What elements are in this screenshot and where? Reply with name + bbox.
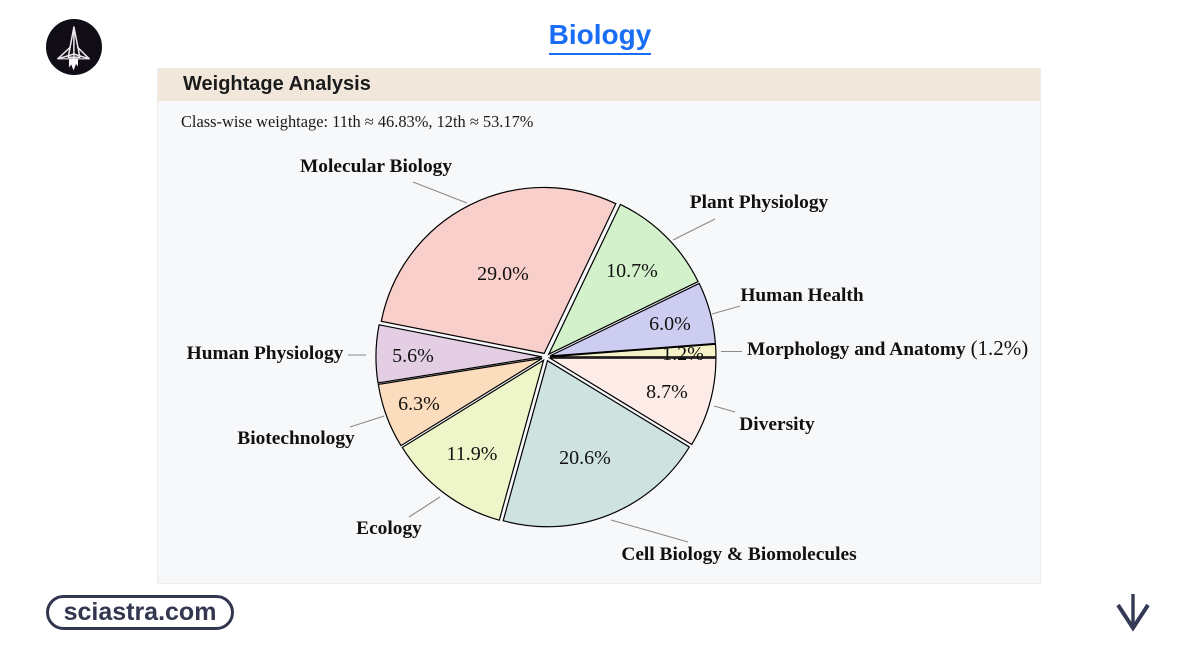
svg-text:Morphology and Anatomy (1.2%): Morphology and Anatomy (1.2%) — [747, 336, 1028, 360]
svg-text:Plant Physiology: Plant Physiology — [690, 192, 829, 213]
svg-text:8.7%: 8.7% — [646, 381, 688, 403]
svg-text:5.6%: 5.6% — [392, 345, 434, 367]
svg-text:Ecology: Ecology — [356, 518, 422, 539]
svg-text:Diversity: Diversity — [739, 414, 815, 435]
svg-text:1.2%: 1.2% — [662, 343, 704, 365]
svg-text:20.6%: 20.6% — [559, 447, 611, 469]
svg-text:Human Physiology: Human Physiology — [187, 343, 344, 364]
svg-text:6.0%: 6.0% — [649, 313, 691, 335]
svg-text:6.3%: 6.3% — [398, 393, 440, 415]
svg-text:Biotechnology: Biotechnology — [237, 428, 355, 449]
svg-text:29.0%: 29.0% — [477, 263, 529, 285]
svg-text:Cell Biology & Biomolecules: Cell Biology & Biomolecules — [621, 544, 857, 565]
svg-text:Molecular Biology: Molecular Biology — [300, 156, 452, 177]
svg-text:11.9%: 11.9% — [447, 443, 498, 465]
svg-text:Human Health: Human Health — [740, 285, 864, 306]
svg-text:10.7%: 10.7% — [606, 260, 658, 282]
